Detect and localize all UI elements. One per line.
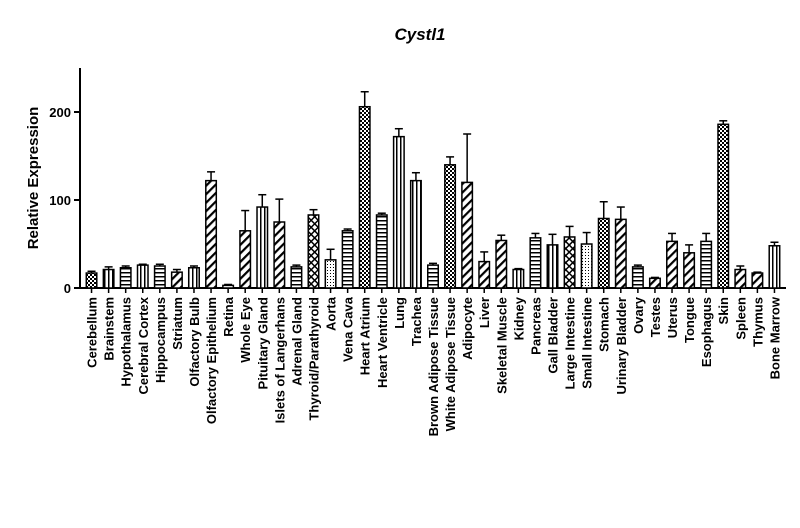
bar [597,217,610,289]
bar [768,245,781,289]
x-tick-label: Thymus [750,297,765,347]
bar [341,230,354,289]
y-tick-label: 200 [49,105,71,120]
bar [546,244,559,289]
x-tick-label: Skeletal Muscle [494,297,509,394]
x-tick-label: Cerebellum [85,297,100,368]
x-tick-label: Lung [392,297,407,329]
x-tick-label: Brown Adipose Tissue [426,297,441,436]
bar [205,179,218,289]
x-axis [80,287,786,293]
x-tick-label: Ovary [631,296,646,334]
x-tick-label: Hypothalamus [119,297,134,387]
x-tick-label: Trachea [409,296,424,346]
bar [631,266,644,289]
x-tick-labels: Cerebellum Brainstem Hypothalamus Cerebral … [85,296,783,436]
x-tick-label: Testes [648,297,663,337]
bar [85,272,98,289]
x-tick-label: Thyroid/Parathyroid [306,297,321,421]
x-tick-label: Aorta [324,296,339,331]
y-tick-label: 100 [49,193,71,208]
bar [102,268,115,289]
x-tick-label: Retina [221,296,236,337]
x-tick-label: Bone Marrow [767,296,782,379]
bar [153,265,166,289]
bar [529,237,542,289]
y-tick-label: 0 [64,281,71,296]
bar [683,252,696,289]
x-tick-label: Hippocampus [153,297,168,383]
bar [580,243,593,289]
x-tick-label: Spleen [733,297,748,340]
bar [478,260,491,289]
bars [85,105,781,289]
x-tick-label: Pancreas [528,297,543,355]
bar [734,268,747,289]
bar [444,164,457,289]
x-tick-label: Liver [477,297,492,328]
x-tick-label: Kidney [511,296,526,340]
bar [136,264,149,289]
x-tick-label: Tongue [682,297,697,343]
bar [717,123,730,289]
bar [187,267,200,289]
x-tick-label: Striatum [170,297,185,350]
x-tick-label: Olfactory Bulb [187,297,202,387]
bar [648,277,661,289]
bar [512,268,525,289]
x-tick-label: Whole Eye [238,297,253,363]
bar [119,267,132,289]
bar [409,179,422,289]
x-tick-label: Small Intestine [580,297,595,389]
bar [307,214,320,289]
bar [222,284,235,289]
x-tick-label: Cerebral Cortex [136,296,151,394]
bar [256,206,269,289]
bar [461,181,474,289]
bar [666,240,679,289]
bar [358,105,371,289]
bar [495,239,508,289]
x-tick-label: Pituitary Gland [255,297,270,390]
x-tick-label: Heart Atrium [358,297,373,375]
bar [273,221,286,289]
x-tick-label: Heart Ventricle [375,297,390,388]
x-tick-label: Adipocyte [460,297,475,360]
bar [563,236,576,289]
bar [427,264,439,289]
bar [324,259,337,289]
x-tick-label: Skin [716,297,731,325]
bar [290,266,303,289]
x-tick-label: Urinary Bladder [614,297,629,395]
bar [700,240,713,289]
x-tick-label: Islets of Langerhans [272,297,287,423]
x-tick-label: Esophagus [699,297,714,367]
bar [751,272,764,289]
bar [375,214,388,289]
x-tick-label: Large Intestine [563,297,578,389]
y-axis-label: Relative Expression [25,107,42,250]
y-axis: 0 100 200 [49,68,81,296]
bar [170,271,183,289]
bar [239,230,252,289]
error-bars [87,91,779,286]
x-tick-label: Stomach [597,297,612,352]
x-tick-label: Olfactory Epithelium [204,297,219,424]
bar [392,135,405,289]
x-tick-label: Adrenal Gland [289,297,304,386]
x-tick-label: Brainstem [102,297,117,361]
x-tick-label: White Adipose Tissue [443,297,458,431]
x-tick-label: Gall Bladder [546,297,561,374]
chart-title: Cystl1 [394,25,445,44]
x-tick-label: Vena Cava [341,296,356,362]
x-tick-label: Uterus [665,297,680,338]
bar [614,218,627,289]
